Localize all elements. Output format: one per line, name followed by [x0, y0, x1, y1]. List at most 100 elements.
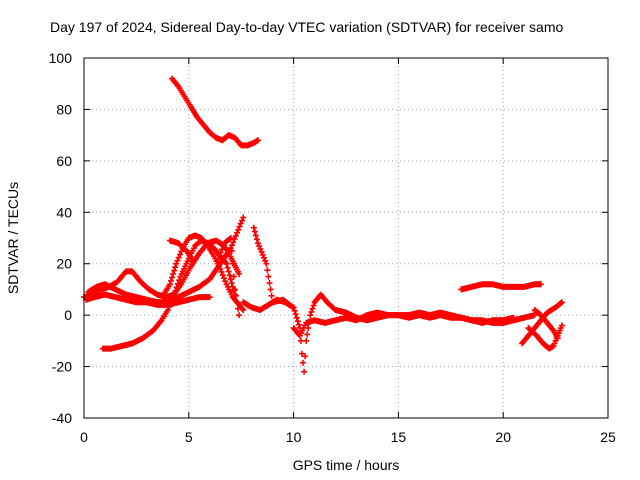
- data-point: [554, 335, 561, 342]
- data-point: [308, 308, 315, 315]
- y-tick-label: -20: [52, 359, 72, 375]
- data-point: [215, 255, 222, 262]
- data-point: [286, 301, 293, 308]
- data-point: [240, 214, 247, 221]
- data-point: [232, 292, 239, 299]
- data-point: [227, 235, 234, 241]
- data-point: [293, 314, 300, 321]
- data-point: [537, 281, 544, 288]
- data-point: [231, 286, 238, 293]
- data-point: [310, 302, 317, 309]
- data-point: [557, 300, 564, 307]
- data-point: [176, 251, 183, 258]
- data-point: [169, 274, 176, 281]
- data-point: [182, 246, 189, 253]
- y-tick-label: 0: [64, 307, 72, 323]
- data-point: [309, 305, 316, 312]
- data-point: [222, 278, 229, 285]
- data-point: [253, 236, 260, 243]
- data-point: [232, 232, 239, 239]
- data-point: [230, 239, 237, 246]
- data-point: [236, 312, 243, 319]
- data-point: [175, 254, 182, 261]
- data-point: [230, 273, 237, 280]
- y-tick-label: 40: [56, 204, 72, 220]
- data-point: [264, 267, 271, 274]
- data-point: [236, 223, 243, 230]
- data-point: [240, 307, 247, 313]
- data-point: [225, 268, 232, 275]
- x-tick-label: 10: [286, 429, 302, 445]
- data-point: [262, 257, 269, 264]
- data-point: [252, 232, 259, 239]
- data-point: [224, 264, 231, 271]
- data-point: [251, 228, 258, 235]
- data-point: [259, 251, 266, 258]
- chart-title: Day 197 of 2024, Sidereal Day-to-day VTE…: [50, 19, 563, 35]
- data-point: [303, 337, 310, 344]
- data-point: [166, 281, 173, 288]
- x-tick-label: 15: [391, 429, 407, 445]
- data-point: [265, 273, 272, 280]
- data-point: [291, 307, 298, 314]
- data-point: [218, 246, 225, 253]
- data-point: [172, 264, 179, 271]
- series-track-night-2: [290, 309, 517, 339]
- data-point: [228, 247, 235, 254]
- data-point: [558, 299, 565, 306]
- data-point: [206, 294, 213, 301]
- data-point: [219, 272, 226, 279]
- data-point: [300, 359, 307, 366]
- data-point: [531, 312, 538, 319]
- data-point: [260, 254, 267, 261]
- data-point: [254, 240, 261, 247]
- x-tick-label: 0: [80, 429, 88, 445]
- series-track-top-left: [166, 237, 196, 265]
- data-point: [228, 242, 235, 249]
- axis-ticks: 0 5 10 15 20 25 -40 -20 0 20 40 60 80 100: [49, 50, 616, 445]
- x-tick-label: 20: [495, 429, 511, 445]
- series-track-mid-c: [83, 291, 213, 308]
- x-tick-label: 5: [185, 429, 193, 445]
- data-point: [267, 286, 274, 293]
- data-point: [221, 275, 228, 282]
- data-point: [218, 268, 225, 275]
- x-tick-label: 25: [600, 429, 616, 445]
- data-point: [189, 258, 196, 265]
- data-point: [295, 321, 302, 328]
- data-point: [173, 260, 180, 267]
- series-track-late: [458, 281, 544, 293]
- data-point: [250, 224, 257, 231]
- data-point: [304, 331, 311, 338]
- data-point: [227, 276, 234, 283]
- data-point: [236, 271, 243, 277]
- data-point: [257, 246, 264, 253]
- data-point: [217, 265, 224, 272]
- grid: [84, 58, 608, 418]
- data-point: [294, 318, 301, 325]
- data-point: [170, 271, 177, 277]
- data-points: [81, 75, 565, 375]
- data-point: [266, 280, 273, 286]
- data-point: [235, 305, 242, 312]
- data-point: [297, 337, 304, 344]
- series-track-end-b: [525, 322, 565, 352]
- y-tick-label: 100: [49, 50, 73, 66]
- series-track-high: [169, 75, 261, 149]
- data-point: [234, 229, 241, 236]
- data-point: [558, 322, 565, 329]
- data-point: [174, 257, 181, 264]
- data-point: [258, 248, 265, 255]
- data-point: [302, 353, 309, 360]
- y-tick-label: 20: [56, 256, 72, 272]
- data-point: [292, 311, 299, 318]
- series-track-end-c: [531, 307, 561, 342]
- data-point: [510, 314, 517, 321]
- data-point: [171, 267, 178, 274]
- data-point: [223, 260, 230, 267]
- data-point: [290, 304, 297, 311]
- data-point: [167, 277, 174, 284]
- y-axis-label: SDTVAR / TECUs: [5, 182, 21, 294]
- data-point: [239, 217, 246, 224]
